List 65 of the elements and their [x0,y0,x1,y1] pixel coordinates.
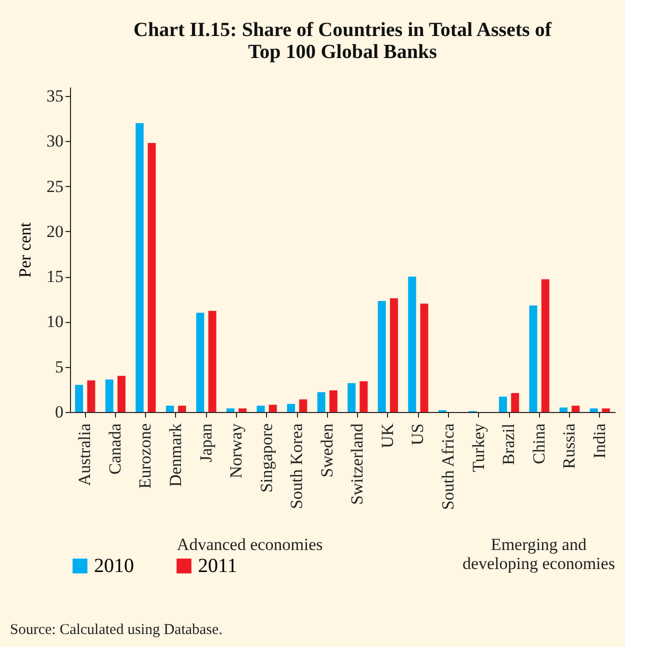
bar [178,406,186,412]
y-axis-title: Per cent [16,222,34,278]
x-tick-label: Eurozone [136,424,155,489]
bar [390,298,398,412]
bar [87,380,96,412]
chart-title: Chart II.15: Share of Countries in Total Assets of Top 100 Global Banks [134,19,552,63]
x-tick-label: China [529,423,548,464]
bar [408,276,416,412]
x-tick-label: South Korea [287,423,306,509]
bar [287,404,296,412]
bar [148,142,156,412]
y-tick-label: 20 [46,222,64,241]
bar [560,407,568,412]
y-tick-label: 5 [55,357,64,376]
bar [348,383,356,412]
y-tick-label: 10 [46,312,64,332]
bar [541,279,550,412]
legend-label: 2010 [94,555,134,577]
bar [498,396,507,412]
y-tick-label: 30 [46,132,64,151]
x-tick-label: South Africa [438,423,458,510]
bar [360,381,368,412]
bar [75,384,84,412]
x-tick-label: Canada [105,423,124,474]
x-tick-label: Singapore [256,424,276,492]
x-tick-label: Brazil [499,423,518,466]
bar [572,406,580,412]
bar [268,404,277,412]
bar [256,406,265,412]
bar [511,393,520,412]
bar [317,392,326,412]
bar [602,408,610,412]
x-tick-label: UK [378,422,397,448]
bar [105,380,114,412]
legend-label: 2011 [198,555,238,577]
x-tick-label: Russia [560,423,579,469]
x-tick-label: Denmark [166,423,185,487]
bar [117,376,126,412]
x-tick-label: Japan [196,423,216,462]
bar [420,304,428,412]
x-tick-label: Switzerland [348,423,367,505]
bar [226,408,234,412]
x-tick-label: Norway [226,423,246,478]
x-tick-label: US [408,424,428,446]
text: Emerging and developing economies [462,535,615,573]
x-tick-label: India [590,423,609,458]
x-tick-label: Australia [75,423,94,486]
bar [590,408,598,412]
bar [299,399,308,412]
text: Advanced economies [176,535,323,554]
bar [196,312,204,412]
bar [529,305,538,412]
bar [166,406,174,412]
bar [378,300,386,412]
bar [238,408,247,412]
bar [208,310,216,412]
source-note: Source: Calculated using Database. [10,622,222,638]
y-tick-label: 35 [46,86,64,106]
bar [136,123,144,412]
y-tick-label: 0 [55,402,64,422]
x-tick-label: Turkey [468,423,488,472]
x-tick-label: Sweden [317,423,336,478]
y-tick-label: 25 [46,176,64,196]
y-tick-label: 15 [46,267,64,286]
bar [329,390,338,412]
